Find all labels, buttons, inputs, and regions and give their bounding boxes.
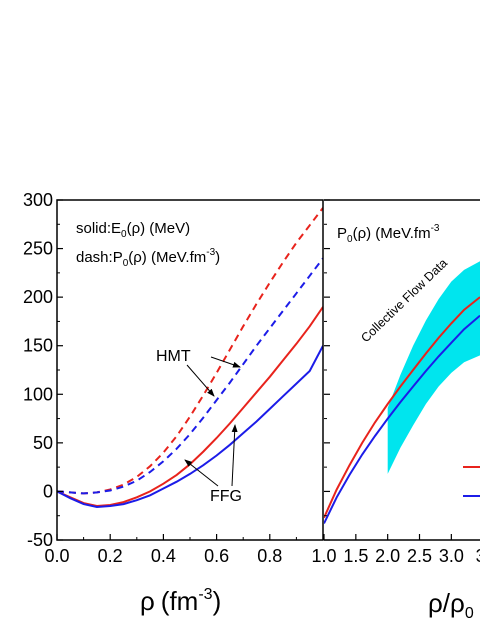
x-tick-label: 0.8 bbox=[257, 546, 282, 566]
arrow-hmt-solid bbox=[186, 364, 215, 397]
arrow-hmt-dash bbox=[210, 356, 241, 368]
y-tick-label: 250 bbox=[23, 239, 53, 259]
arrow-ffg-solid bbox=[184, 459, 219, 487]
annotation-ffg: FFG bbox=[210, 488, 242, 505]
annotation-arrows bbox=[184, 356, 241, 487]
y-tick-label: 100 bbox=[23, 384, 53, 404]
right-series-line-1 bbox=[324, 314, 480, 524]
x-tick-label-right: 2.0 bbox=[375, 546, 400, 566]
legend-dash: dash:P0(ρ) (MeV.fm-3) bbox=[76, 247, 220, 269]
legend-right: P0(ρ) (MeV.fm-3 bbox=[337, 223, 440, 245]
left-series-line-2 bbox=[57, 207, 323, 495]
right-series-line-0 bbox=[324, 296, 480, 519]
y-tick-label: 300 bbox=[23, 190, 53, 210]
x-tick-label-right: 3.0 bbox=[439, 546, 464, 566]
y-tick-label: 200 bbox=[23, 287, 53, 307]
arrow-ffg-dash bbox=[231, 424, 238, 487]
tick-labels: -50 0 50 100 150 200 250 300 0.0 0.2 0.4 0.6 0.8 1.0 1… bbox=[23, 190, 480, 566]
y-tick-label: -50 bbox=[27, 530, 53, 550]
x-tick-label-right: 3. bbox=[476, 546, 480, 566]
x-tick-label-right: 1.5 bbox=[343, 546, 368, 566]
x-tick-label-right: 1.0 bbox=[311, 546, 336, 566]
left-series-line-0 bbox=[57, 306, 323, 508]
annotation-hmt: HMT bbox=[156, 348, 191, 365]
x-tick-label-right: 2.5 bbox=[407, 546, 432, 566]
x-tick-label: 0.6 bbox=[204, 546, 229, 566]
y-tick-label: 50 bbox=[33, 433, 53, 453]
flow-data-band bbox=[387, 261, 480, 474]
right-panel-plot bbox=[324, 261, 480, 524]
x-tick-label: 0.4 bbox=[151, 546, 176, 566]
x-axis-label-left: ρ (fm-3) bbox=[140, 586, 221, 616]
x-tick-label: 0.2 bbox=[98, 546, 123, 566]
tick-marks bbox=[56, 199, 452, 541]
x-tick-label: 0.0 bbox=[44, 546, 69, 566]
x-axis-label-right: ρ/ρ0 bbox=[428, 588, 474, 621]
left-series-line-3 bbox=[57, 257, 323, 495]
y-tick-label: 0 bbox=[43, 481, 53, 501]
legend-solid: solid:E0(ρ) (MeV) bbox=[76, 220, 190, 240]
y-tick-label: 150 bbox=[23, 336, 53, 356]
left-series-line-1 bbox=[57, 345, 323, 509]
